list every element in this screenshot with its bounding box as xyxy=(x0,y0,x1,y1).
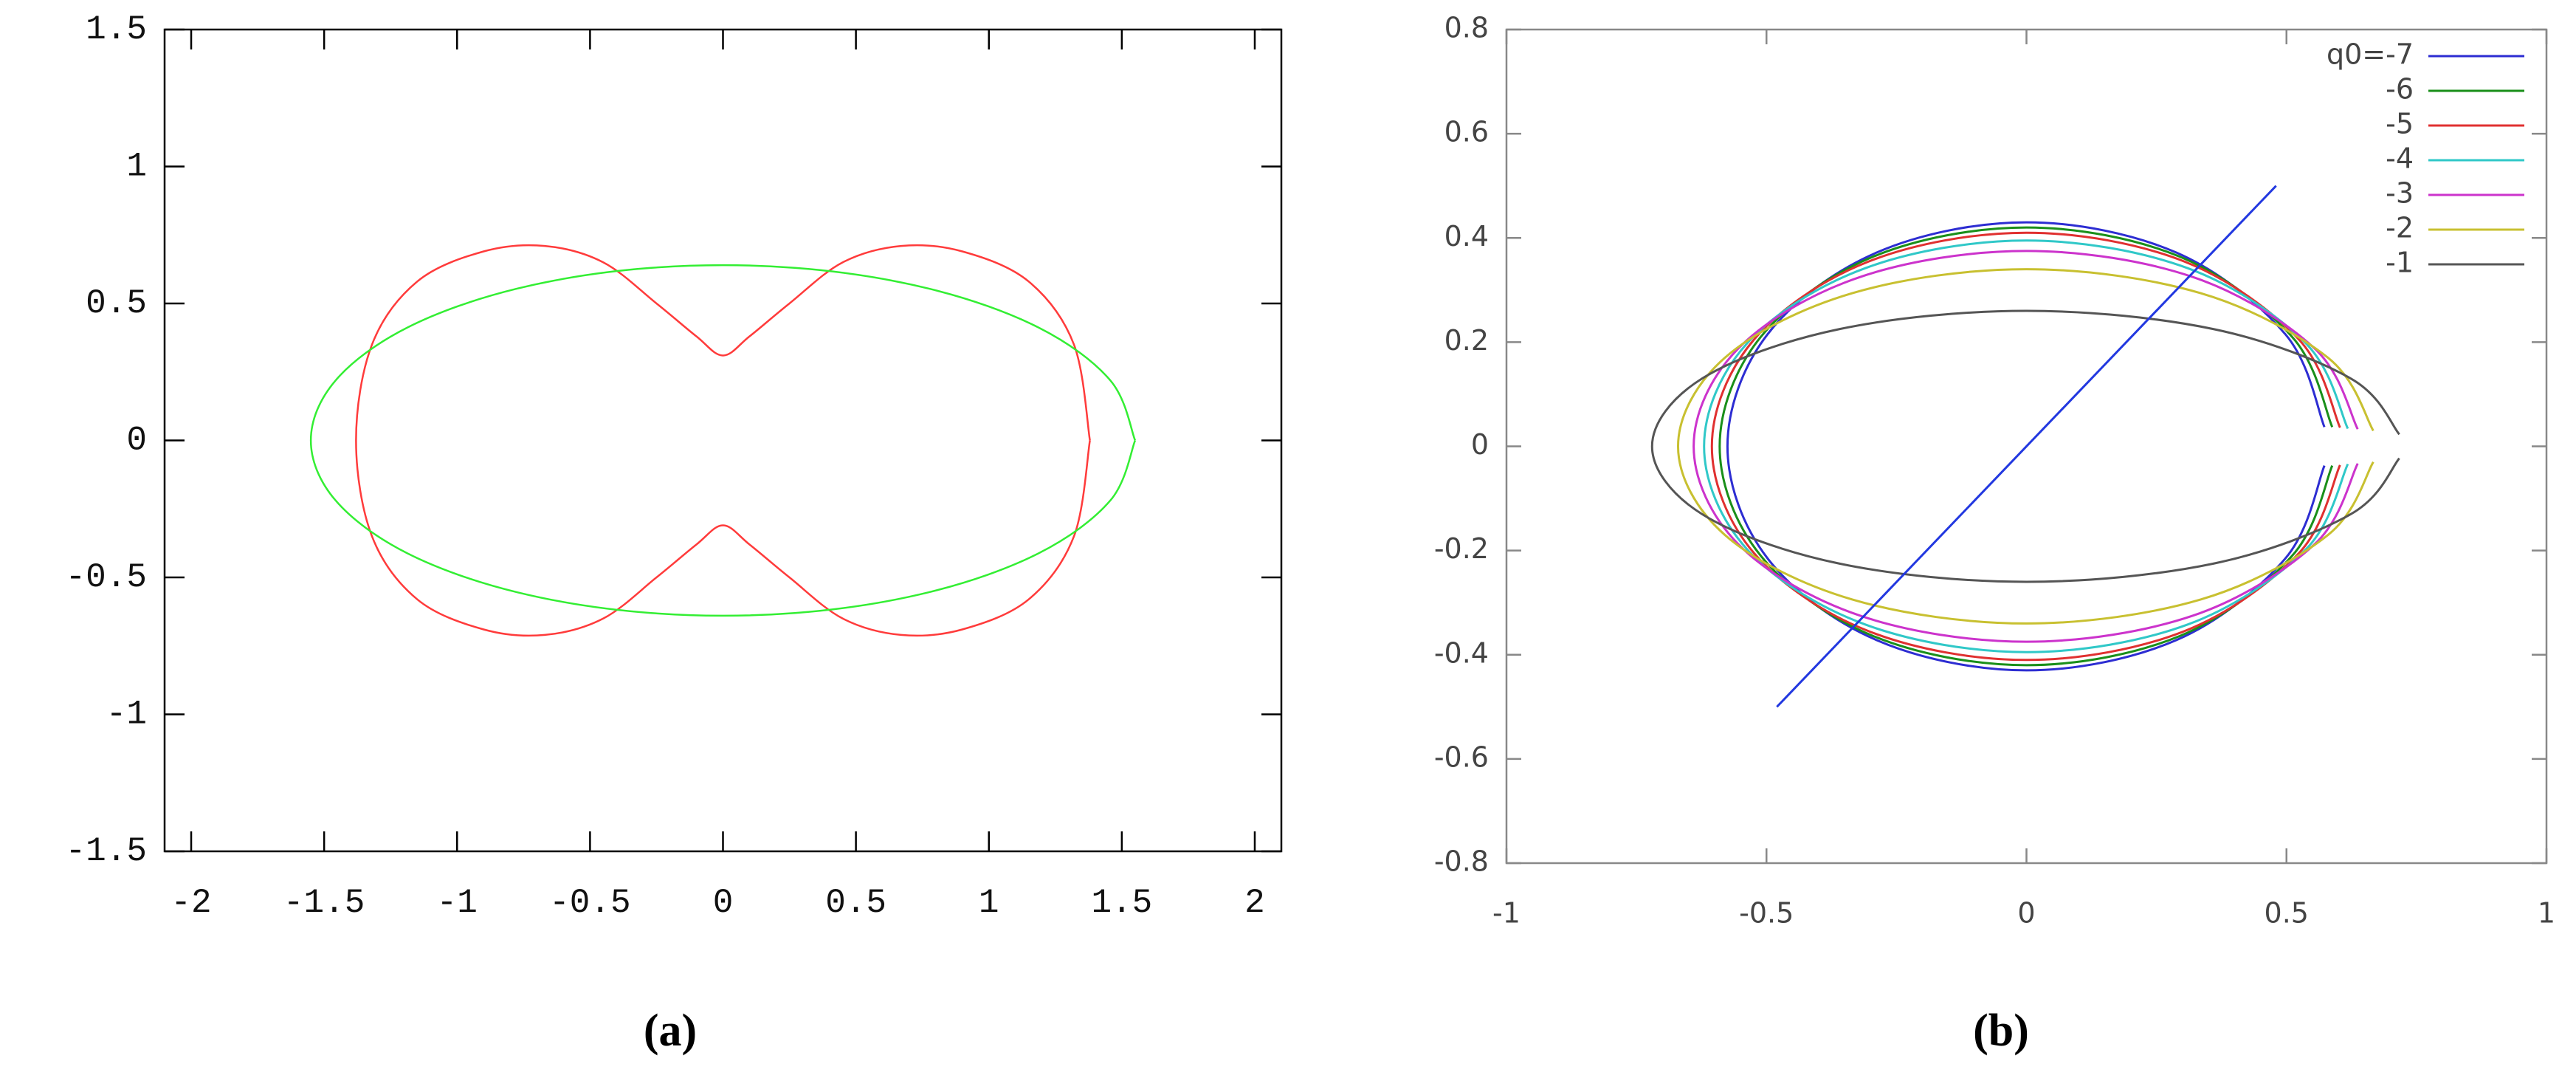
curve xyxy=(309,264,1137,617)
curve xyxy=(1776,185,2277,708)
x-tick-label: 0 xyxy=(713,884,734,922)
x-tick-label: -0.5 xyxy=(1739,897,1794,930)
legend-label: q0=-7 xyxy=(2327,38,2414,71)
y-tick-label: -1 xyxy=(106,696,147,734)
y-tick-label: 0.8 xyxy=(1444,12,1489,44)
x-tick-label: -1 xyxy=(1492,897,1521,930)
curve xyxy=(1726,221,2326,672)
y-tick-label: 0 xyxy=(1471,428,1489,461)
y-tick-label: 0.4 xyxy=(1444,220,1489,253)
curve xyxy=(1692,250,2359,643)
y-tick-label: -0.4 xyxy=(1434,636,1489,669)
curve xyxy=(1650,309,2400,583)
panel-a: -2 -1.5 -1 -0.5 0 0.5 1 1.5 2 -1.5 -1 -0.5 0 0.5 1 1.5 xyxy=(66,10,1283,922)
x-tick-label: -0.5 xyxy=(549,884,630,922)
x-tick-label: 1 xyxy=(979,884,999,922)
x-tick-label: 0.5 xyxy=(825,884,886,922)
legend-label: -1 xyxy=(2386,247,2414,279)
x-tick-label: -2 xyxy=(171,884,211,922)
y-tick-label: -0.8 xyxy=(1434,845,1489,878)
curve xyxy=(1710,231,2341,662)
curve xyxy=(1676,268,2374,625)
x-tick-label: -1 xyxy=(437,884,478,922)
caption: (b) xyxy=(1973,1006,2029,1056)
legend-label: -4 xyxy=(2386,143,2414,175)
curve xyxy=(1703,239,2349,653)
legend-label: -2 xyxy=(2386,212,2414,244)
y-tick-label: -1.5 xyxy=(66,832,147,871)
panel-b: -1 -0.5 0 0.5 1 -0.8 -0.6 -0.4 -0.2 0 0.2 0.4 0.6 0.8… xyxy=(1434,12,2555,930)
curve xyxy=(355,244,1091,637)
curve xyxy=(1718,226,2334,667)
legend-label: -5 xyxy=(2386,108,2414,140)
y-tick-label: 0.5 xyxy=(86,284,147,323)
x-tick-label: 0.5 xyxy=(2265,897,2309,930)
plot-frame xyxy=(163,28,1283,853)
y-tick-label: 0 xyxy=(126,422,147,460)
y-tick-label: -0.5 xyxy=(66,558,147,597)
legend-label: -6 xyxy=(2386,73,2414,106)
x-tick-label: 1.5 xyxy=(1091,884,1152,922)
y-tick-label: 1.5 xyxy=(86,10,147,49)
y-tick-label: 0.2 xyxy=(1444,324,1489,357)
x-tick-label: -1.5 xyxy=(283,884,365,922)
y-tick-label: -0.6 xyxy=(1434,741,1489,773)
y-tick-label: 0.6 xyxy=(1444,116,1489,148)
x-tick-label: 0 xyxy=(2017,897,2035,930)
caption: (a) xyxy=(644,1006,697,1056)
y-tick-label: -0.2 xyxy=(1434,532,1489,565)
x-tick-label: 2 xyxy=(1244,884,1265,922)
y-tick-label: 1 xyxy=(126,148,147,186)
legend-label: -3 xyxy=(2386,177,2414,210)
x-tick-label: 1 xyxy=(2538,897,2555,930)
